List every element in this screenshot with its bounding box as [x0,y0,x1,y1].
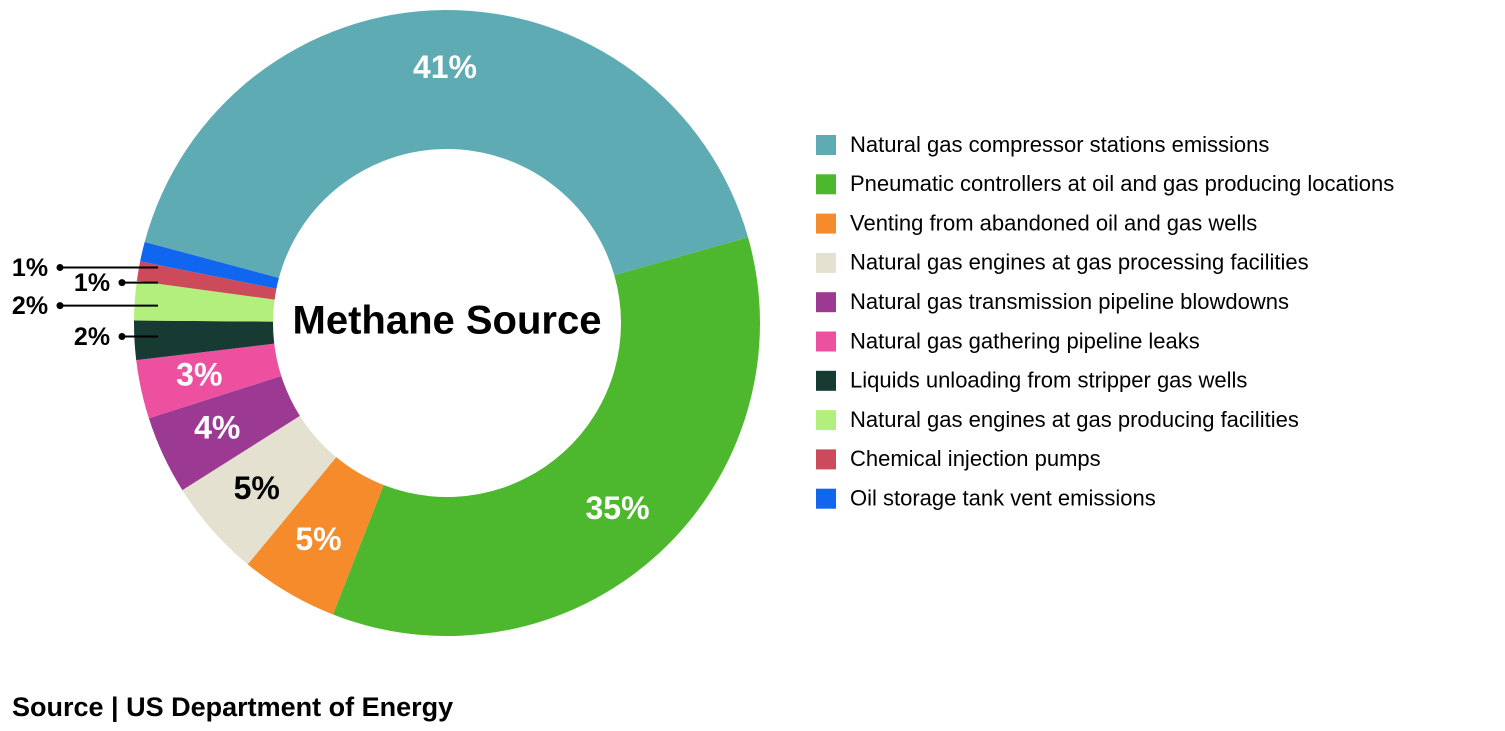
legend-swatch [816,174,836,195]
value-label: 5% [295,521,341,557]
value-label: 41% [413,49,477,85]
legend-label: Pneumatic controllers at oil and gas pro… [850,171,1394,196]
value-label: 1% [74,269,110,297]
donut-slice [134,280,275,322]
legend-label: Natural gas engines at gas producing fac… [850,407,1299,432]
legend-swatch [816,292,836,313]
leader-dot [118,279,126,287]
legend-label: Natural gas gathering pipeline leaks [850,328,1200,353]
donut-slice [136,343,282,419]
legend-label: Natural gas transmission pipeline blowdo… [850,289,1289,314]
legend-swatch [816,135,836,155]
legend-swatch [816,213,836,234]
legend-swatch [816,370,836,391]
value-label: 1% [12,254,48,282]
value-label: 35% [585,490,649,526]
legend-swatch [816,410,836,431]
legend-label: Liquids unloading from stripper gas well… [850,368,1247,393]
value-label: 4% [194,410,240,446]
value-label: 5% [234,470,280,506]
donut-slice [140,241,279,289]
legend-label: Natural gas compressor stations emission… [850,132,1269,157]
donut-slice [182,415,337,565]
donut-slice [148,375,300,491]
value-label: 3% [176,356,222,392]
legend-swatch [816,331,836,352]
donut-slice [247,457,384,615]
donut-slice [144,10,749,278]
value-label: 2% [12,292,48,320]
legend-swatch [816,252,836,273]
donut-slice [332,237,760,636]
legend-label: Venting from abandoned oil and gas wells [850,210,1257,235]
chart-title: Methane Source [293,299,602,343]
legend-label: Chemical injection pumps [850,446,1101,471]
leader-dot [56,302,64,310]
source-note: Source | US Department of Energy [12,692,453,722]
legend-label: Oil storage tank vent emissions [850,486,1156,511]
legend-label: Natural gas engines at gas processing fa… [850,250,1309,275]
leader-dot [56,263,64,271]
donut-slice [134,320,275,361]
leader-dot [118,333,126,341]
value-label: 2% [74,323,110,351]
legend-swatch [816,488,836,509]
legend-swatch [816,449,836,470]
donut-slice [136,261,277,300]
